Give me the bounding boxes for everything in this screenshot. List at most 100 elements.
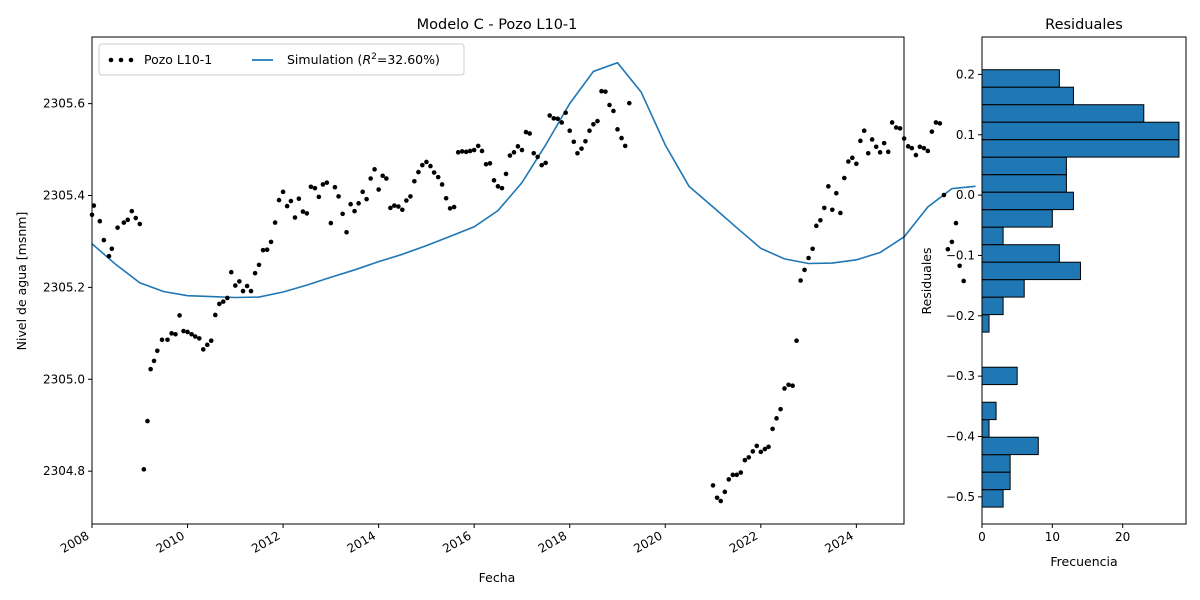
observed-point xyxy=(774,416,779,421)
observed-point xyxy=(225,295,230,301)
observed-point xyxy=(507,153,513,158)
legend-dot xyxy=(118,57,124,63)
observed-point xyxy=(125,217,131,223)
hist-y-axis-ticks: −0.5 −0.4 −0.3 −0.2 −0.1 0.0 0.1 0.2 xyxy=(946,67,982,504)
observed-point xyxy=(248,288,254,294)
residuals-histogram: Residuales 0 10 20 −0.5 −0.4 −0.3 −0.2 −0.1 0.0… xyxy=(919,17,1187,569)
observed-point xyxy=(173,331,178,337)
observed-point xyxy=(228,269,234,275)
legend-box xyxy=(98,43,465,76)
legend-sim-r: R xyxy=(362,52,371,67)
observed-point xyxy=(714,495,720,501)
observed-point xyxy=(455,150,461,155)
observed-point xyxy=(786,382,791,388)
legend-marker-observed xyxy=(108,57,134,63)
histogram-bar xyxy=(981,454,1011,473)
observed-point xyxy=(718,498,724,504)
observed-point xyxy=(197,336,202,341)
observed-point xyxy=(961,278,966,284)
observed-point xyxy=(459,149,465,154)
histogram-bar xyxy=(981,366,1018,386)
observed-point xyxy=(115,225,120,230)
observed-point xyxy=(730,472,736,478)
hist-y-axis-label: Residuales xyxy=(919,248,934,315)
observed-point xyxy=(571,139,577,145)
observed-point xyxy=(304,211,310,216)
observed-point xyxy=(264,247,270,253)
observed-point xyxy=(953,220,959,226)
observed-point xyxy=(276,197,282,203)
main-y-axis-label: Nivel de agua [msnm] xyxy=(14,212,29,351)
observed-point xyxy=(106,253,112,259)
hist-x-axis-label: Frecuencia xyxy=(1050,554,1117,569)
observed-point xyxy=(181,328,186,334)
observed-point xyxy=(416,169,421,175)
observed-point xyxy=(141,467,147,472)
observed-point xyxy=(336,194,341,199)
observed-point xyxy=(384,176,389,181)
observed-point xyxy=(599,88,604,94)
observed-point xyxy=(240,288,246,294)
observed-point xyxy=(710,483,716,488)
observed-point xyxy=(424,159,429,165)
observed-point xyxy=(511,150,517,155)
observed-point xyxy=(814,223,819,229)
histogram-bar xyxy=(981,419,990,438)
observed-point xyxy=(742,457,748,463)
observed-point xyxy=(148,366,153,372)
observed-point xyxy=(185,329,190,335)
observed-point xyxy=(913,152,919,158)
histogram-bar xyxy=(981,401,997,421)
observed-point xyxy=(439,182,445,187)
legend: Pozo L10-1 Simulation (R2=32.60%) xyxy=(98,43,465,76)
observed-point xyxy=(380,173,385,179)
legend-dot xyxy=(108,57,114,63)
observed-point xyxy=(519,147,525,153)
observed-point xyxy=(376,187,381,192)
observed-point xyxy=(479,148,485,154)
observed-point xyxy=(734,472,740,478)
observed-point xyxy=(348,201,353,207)
observed-point xyxy=(758,449,764,455)
hist-x-tick-label: 20 xyxy=(1115,530,1130,544)
observed-point xyxy=(515,144,521,149)
observed-point xyxy=(320,182,326,187)
observed-point xyxy=(937,121,943,126)
y-tick-label: 2305.0 xyxy=(43,372,85,386)
histogram-bar xyxy=(981,139,1180,158)
hist-plot-frame xyxy=(981,36,1187,525)
observed-point xyxy=(316,194,322,200)
observed-point xyxy=(535,154,540,160)
observed-point xyxy=(165,337,170,343)
observed-point xyxy=(527,131,532,136)
observed-point xyxy=(475,143,481,149)
observed-point xyxy=(145,418,150,424)
observed-point xyxy=(945,246,951,252)
observed-point xyxy=(388,205,393,211)
main-y-axis-ticks: 2304.8 2305.0 2305.2 2305.4 2305.6 xyxy=(43,97,92,478)
observed-point xyxy=(838,210,843,216)
observed-point xyxy=(491,178,497,183)
observed-point xyxy=(97,218,103,224)
observed-point xyxy=(364,196,369,202)
hist-y-tick-label: 0.0 xyxy=(956,188,975,202)
observed-point xyxy=(312,185,318,191)
y-tick-label: 2305.2 xyxy=(43,280,85,294)
hist-y-tick-label: −0.5 xyxy=(946,490,975,504)
observed-point xyxy=(392,203,397,208)
observed-point xyxy=(575,150,580,156)
observed-point xyxy=(917,144,923,150)
hist-y-tick-label: −0.1 xyxy=(946,248,975,262)
observed-point xyxy=(583,138,588,144)
observed-point xyxy=(428,163,433,169)
y-tick-label: 2305.4 xyxy=(43,189,85,203)
observed-point xyxy=(431,170,437,175)
y-tick-label: 2304.8 xyxy=(43,464,85,478)
observed-point xyxy=(368,176,373,181)
observed-point xyxy=(412,178,417,184)
legend-sim-rest: =32.60%) xyxy=(377,52,440,67)
observed-point xyxy=(858,138,863,144)
observed-point xyxy=(957,263,962,269)
observed-point xyxy=(555,116,560,122)
